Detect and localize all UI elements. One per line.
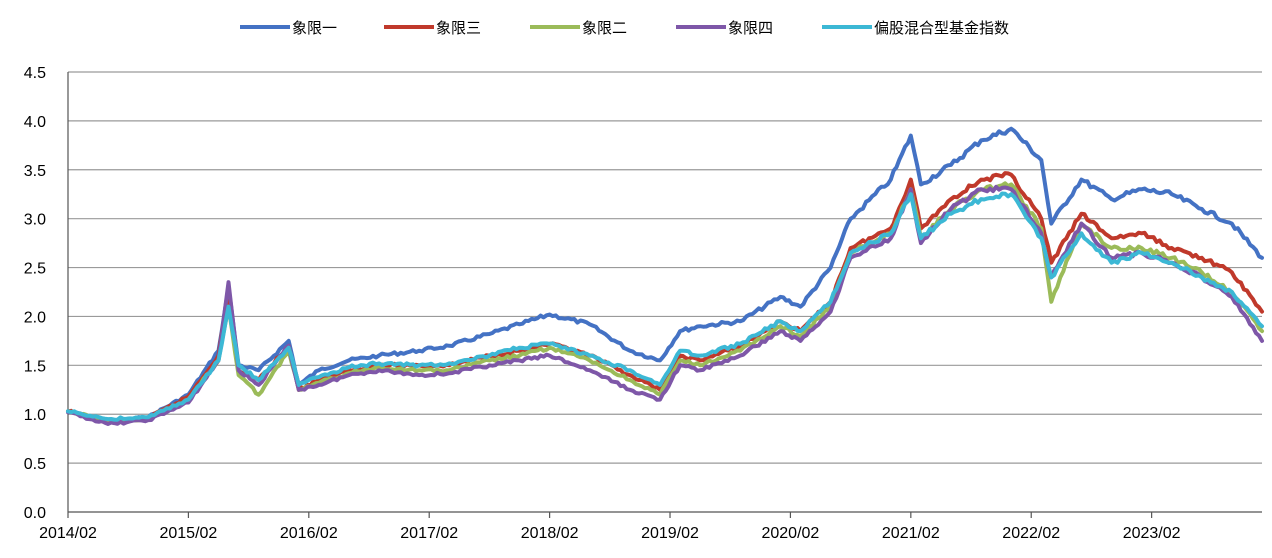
y-axis-tick-labels: 0.0 0.5 1.0 1.5 2.0 2.5 3.0 3.5 4.0 4.5 [24,65,46,522]
legend-label: 象限二 [582,19,627,37]
x-tick-label: 2018/02 [521,525,579,542]
x-tick-label: 2021/02 [882,525,940,542]
series-line [66,126,1264,425]
x-tick-label: 2015/02 [159,525,217,542]
x-tick-label: 2014/02 [39,525,97,542]
series-line [66,184,1264,426]
y-tick-label: 0.0 [24,505,46,522]
x-tick-label: 2022/02 [1002,525,1060,542]
y-tick-label: 4.0 [24,114,46,131]
legend-label: 偏股混合型基金指数 [874,19,1009,37]
series-lines [66,126,1264,426]
y-tick-label: 3.0 [24,212,46,229]
x-tick-label: 2016/02 [280,525,338,542]
legend-label: 象限四 [728,19,773,37]
y-tick-label: 2.5 [24,261,46,278]
x-tick-label: 2017/02 [400,525,458,542]
series-line [66,181,1264,424]
x-axis: 2014/02 2015/02 2016/02 2017/02 2018/02 2019/… [39,72,1262,542]
y-tick-label: 1.0 [24,407,46,424]
legend-label: 象限三 [436,19,481,37]
chart-legend: 象限一 象限三 象限二 象限四 偏股混合型基金指数 [240,19,1009,37]
grid-lines [68,71,1262,464]
y-tick-label: 3.5 [24,163,46,180]
x-tick-label: 2020/02 [761,525,819,542]
y-tick-label: 2.0 [24,309,46,326]
y-tick-label: 0.5 [24,456,46,473]
x-tick-label: 2019/02 [641,525,699,542]
legend-label: 象限一 [292,19,337,37]
y-tick-label: 1.5 [24,358,46,375]
x-tick-label: 2023/02 [1123,525,1181,542]
series-line [66,191,1264,422]
y-tick-label: 4.5 [24,65,46,82]
